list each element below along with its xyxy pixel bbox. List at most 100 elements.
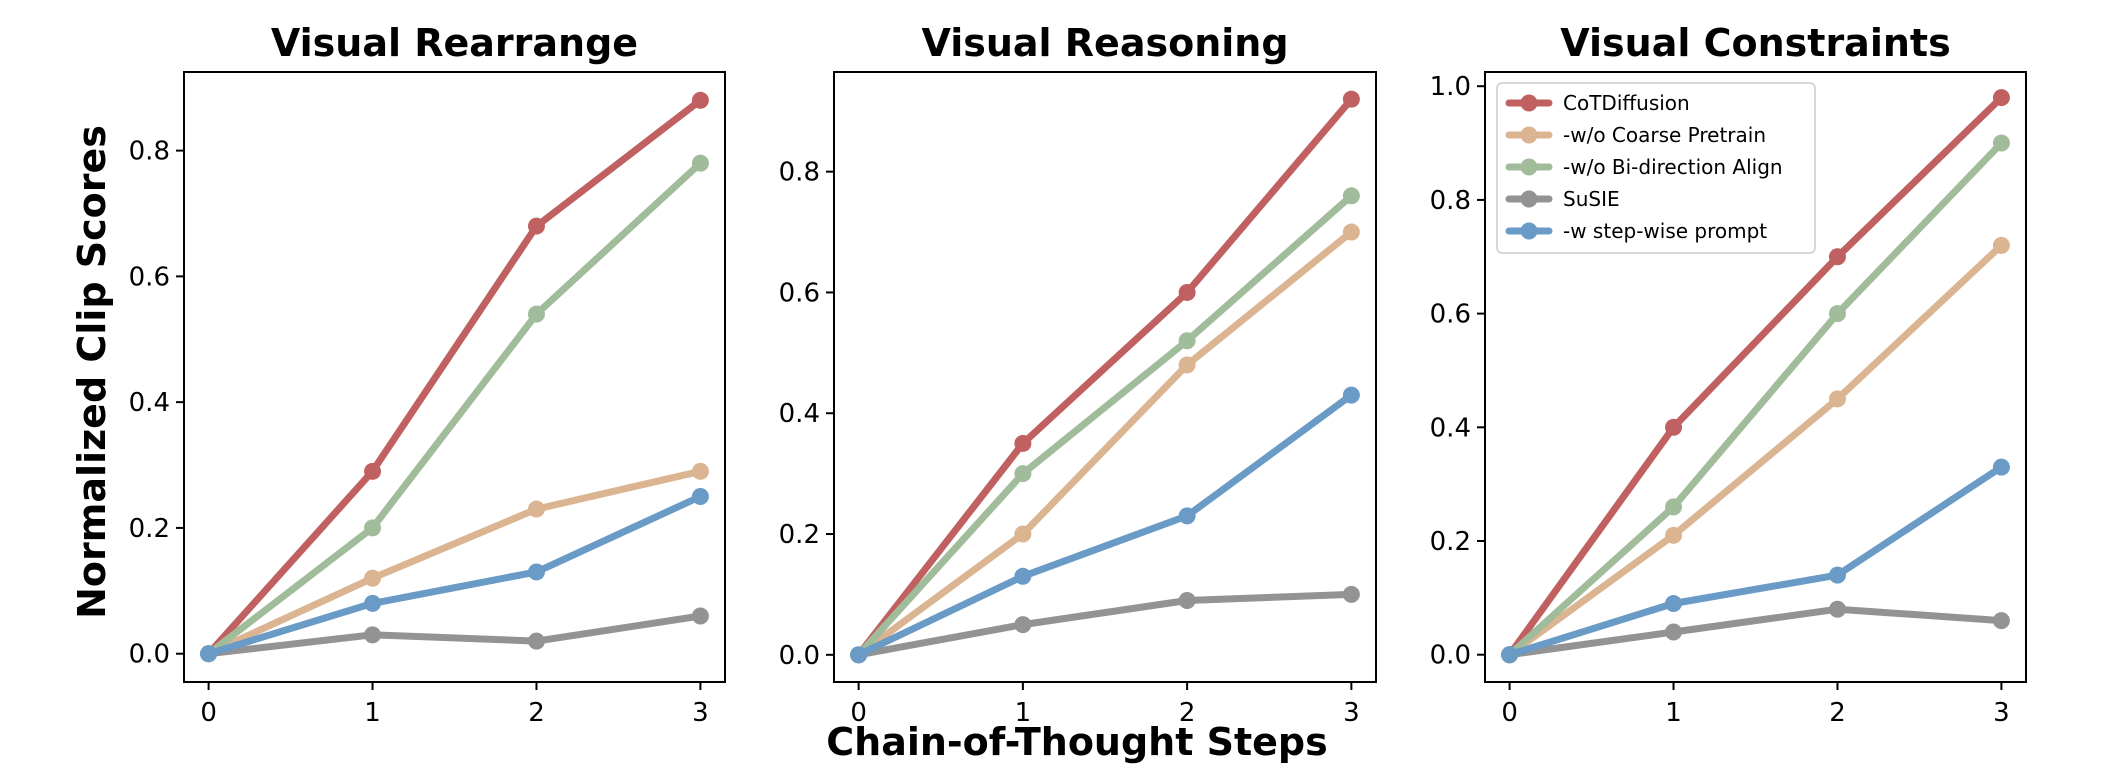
y-tick-label: 0.8 [129, 137, 170, 167]
data-point [527, 500, 545, 518]
series-line-3 [855, 192, 1355, 659]
x-tick-label: 2 [1829, 698, 1846, 728]
legend-label: -w/o Coarse Pretrain [1563, 123, 1766, 147]
data-point [364, 519, 382, 537]
data-point [1014, 616, 1032, 634]
legend-label: SuSIE [1563, 187, 1620, 211]
data-point [1342, 223, 1360, 241]
data-point [364, 569, 382, 587]
data-point [691, 91, 709, 109]
x-tick-label: 2 [1179, 698, 1196, 728]
data-point [1665, 418, 1683, 436]
data-point [1992, 89, 2010, 107]
series-line-1 [1506, 94, 2005, 659]
legend-swatch-marker [1520, 94, 1538, 112]
data-point [1342, 90, 1360, 108]
shared-y-axis-label: Normalized Clip Scores [70, 125, 114, 619]
panel-3: Visual Constraints 0 1 2 3 0.0 0.2 0.4 0.6 0.8 1.0… [1430, 21, 2027, 728]
x-tick-label: 1 [1015, 698, 1032, 728]
series-line-5 [855, 391, 1355, 659]
axes-frame [833, 71, 1377, 683]
x-tick-label: 3 [1343, 698, 1360, 728]
data-point [527, 632, 545, 650]
series-line-2 [855, 228, 1355, 659]
series-line-1 [855, 95, 1355, 659]
data-point [527, 305, 545, 323]
x-tick-label: 2 [528, 698, 545, 728]
data-point [691, 607, 709, 625]
x-tick-label: 1 [364, 698, 381, 728]
data-point [200, 645, 218, 663]
data-point [691, 154, 709, 172]
data-point [1014, 567, 1032, 585]
series-line-4 [205, 612, 704, 658]
legend: CoTDiffusion -w/o Coarse Pretrain -w/o Bi-… [1496, 82, 1816, 254]
data-point [527, 217, 545, 235]
shared-x-axis-label: Chain-of-Thought Steps [826, 720, 1328, 764]
y-tick-label: 1.0 [1430, 72, 1471, 102]
x-tick-label: 0 [850, 698, 867, 728]
data-point [691, 462, 709, 480]
y-tick-label: 0.2 [779, 520, 820, 550]
x-tick-label: 0 [200, 698, 217, 728]
series-line-5 [205, 493, 704, 658]
series-line-1 [205, 96, 704, 658]
y-tick-label: 0.6 [129, 262, 170, 292]
data-point [1665, 526, 1683, 544]
y-tick-label: 0.0 [1430, 641, 1471, 671]
x-tick-label: 3 [692, 698, 709, 728]
panel-1: Visual Rearrange 0 1 2 3 0.0 0.2 0.4 0.6 0.8 [129, 21, 726, 728]
y-tick-label: 0.4 [779, 399, 820, 429]
y-tick-label: 0.6 [779, 278, 820, 308]
data-point [1665, 623, 1683, 641]
data-point [1501, 646, 1519, 664]
series-line-4 [855, 590, 1355, 659]
legend-swatch-marker [1520, 126, 1538, 144]
y-tick-label: 0.4 [1430, 413, 1471, 443]
data-point [1828, 390, 1846, 408]
data-point [691, 487, 709, 505]
legend-label: -w/o Bi-direction Align [1563, 155, 1783, 179]
data-point [1342, 585, 1360, 603]
y-tick-label: 0.2 [1430, 527, 1471, 557]
panel-title: Visual Reasoning [921, 21, 1288, 65]
data-point [1178, 356, 1196, 374]
data-point [1178, 507, 1196, 525]
data-point [364, 462, 382, 480]
series-line-2 [205, 467, 704, 658]
data-point [364, 594, 382, 612]
legend-label: -w step-wise prompt [1563, 219, 1767, 243]
y-tick-label: 0.8 [1430, 186, 1471, 216]
series-line-3 [205, 159, 704, 658]
data-point [1828, 305, 1846, 323]
axes-frame [1484, 71, 2027, 683]
panel-title: Visual Rearrange [271, 21, 638, 65]
y-tick-label: 0.6 [1430, 300, 1471, 330]
data-point [1178, 332, 1196, 350]
series-line-5 [1506, 463, 2005, 659]
series-line-4 [1506, 605, 2005, 659]
data-point [364, 626, 382, 644]
data-point [1665, 595, 1683, 613]
series-line-3 [1506, 139, 2005, 659]
axes-frame [183, 71, 726, 683]
data-point [1665, 498, 1683, 516]
data-point [1828, 600, 1846, 618]
data-point [1014, 465, 1032, 483]
data-point [1014, 525, 1032, 543]
data-point [1992, 458, 2010, 476]
data-point [1992, 236, 2010, 254]
legend-label: CoTDiffusion [1563, 91, 1690, 115]
data-point [1178, 283, 1196, 301]
legend-box [1496, 82, 1816, 254]
data-point [1014, 434, 1032, 452]
data-point [850, 646, 868, 664]
panel-2: Visual Reasoning 0 1 2 3 0.0 0.2 0.4 0.6 0.8 [779, 21, 1377, 728]
data-point [1828, 248, 1846, 266]
y-tick-label: 0.0 [779, 641, 820, 671]
data-point [527, 563, 545, 581]
legend-swatch-marker [1520, 190, 1538, 208]
y-tick-label: 0.8 [779, 158, 820, 188]
